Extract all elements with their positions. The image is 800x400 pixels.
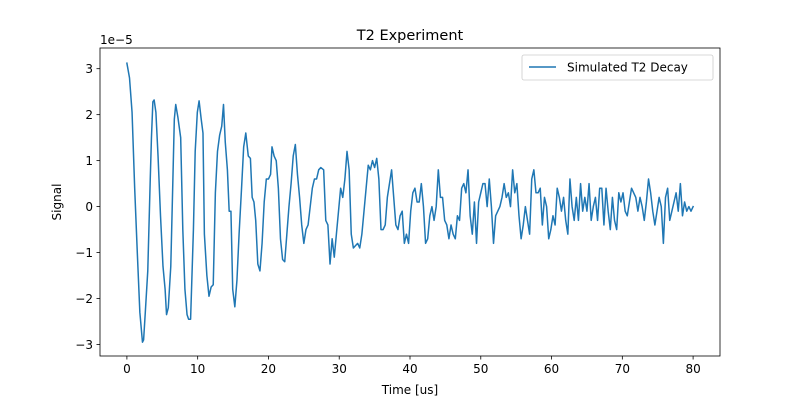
- series-line-simulated-t2-decay: [126, 62, 695, 343]
- x-tick-label: 50: [473, 362, 488, 376]
- x-tick-label: 40: [402, 362, 417, 376]
- x-axis-label: Time [us]: [381, 383, 438, 397]
- y-tick-label: 3: [85, 62, 93, 76]
- y-tick-label: −1: [75, 246, 93, 260]
- legend-box: [521, 54, 714, 81]
- legend: Simulated T2 Decay: [521, 54, 714, 81]
- y-axis-ticks: −3 −2 −1 0 1 2 3: [75, 62, 100, 352]
- plot-area: 0 10 20 30 40 50 60 70 80 −3 −2 −1 0 1 2 3: [75, 47, 721, 376]
- x-tick-label: 20: [261, 362, 276, 376]
- axes-frame: [99, 47, 721, 357]
- y-tick-label: −2: [75, 292, 93, 306]
- x-tick-label: 30: [332, 362, 347, 376]
- x-tick-label: 0: [123, 362, 131, 376]
- x-tick-label: 70: [615, 362, 630, 376]
- x-tick-label: 60: [544, 362, 559, 376]
- chart-title: T2 Experiment: [356, 28, 464, 44]
- y-axis-label: Signal: [50, 184, 64, 221]
- y-tick-label: −3: [75, 338, 93, 352]
- y-tick-label: 1: [85, 154, 93, 168]
- x-axis-ticks: 0 10 20 30 40 50 60 70 80: [123, 356, 701, 376]
- y-axis-offset-label: 1e−5: [100, 33, 133, 47]
- y-tick-label: 2: [85, 108, 93, 122]
- x-tick-label: 10: [190, 362, 205, 376]
- legend-label-simulated-t2-decay: Simulated T2 Decay: [567, 61, 688, 75]
- y-tick-label: 0: [85, 200, 93, 214]
- x-tick-label: 80: [685, 362, 700, 376]
